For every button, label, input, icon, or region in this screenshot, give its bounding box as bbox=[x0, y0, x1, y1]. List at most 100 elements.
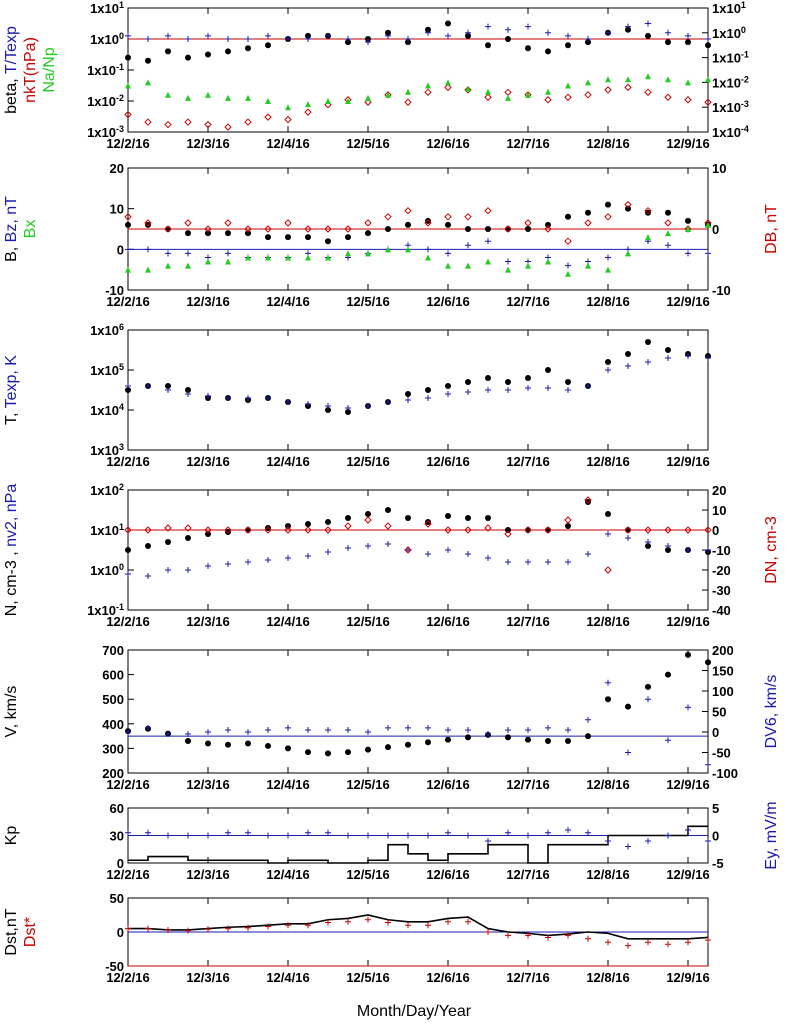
data-point bbox=[365, 729, 371, 735]
data-point bbox=[164, 120, 172, 129]
x-tick-label: 12/2/16 bbox=[106, 294, 149, 309]
data-point bbox=[665, 941, 671, 948]
data-point bbox=[665, 671, 671, 678]
x-tick-label: 12/8/16 bbox=[586, 867, 629, 882]
data-point bbox=[545, 29, 551, 36]
ylabel-part: Bx bbox=[22, 220, 39, 239]
x-tick-label: 12/6/16 bbox=[426, 136, 469, 151]
data-point bbox=[485, 555, 491, 561]
data-point bbox=[245, 740, 251, 747]
panel-1-ylabel: Na/Np bbox=[41, 47, 58, 92]
data-point bbox=[624, 83, 632, 92]
data-point bbox=[525, 726, 531, 733]
data-point bbox=[285, 36, 291, 42]
data-point bbox=[285, 555, 291, 561]
data-point bbox=[465, 726, 471, 733]
data-point bbox=[245, 729, 251, 735]
data-point bbox=[644, 526, 652, 534]
data-point bbox=[585, 499, 591, 505]
data-point bbox=[265, 32, 271, 39]
data-point bbox=[684, 96, 692, 104]
x-tick-label: 12/5/16 bbox=[346, 136, 389, 151]
data-point bbox=[305, 101, 311, 108]
data-point bbox=[425, 29, 431, 36]
y-tick-label: 1x102 bbox=[90, 482, 124, 498]
data-point bbox=[245, 829, 251, 836]
x-tick-label: 12/3/16 bbox=[186, 294, 229, 309]
x-tick-label: 12/7/16 bbox=[506, 454, 549, 469]
data-point bbox=[365, 832, 371, 839]
y-tick-label: 1x101 bbox=[90, 0, 124, 16]
data-point bbox=[145, 79, 151, 86]
data-point bbox=[465, 32, 471, 39]
panel-5-frame bbox=[127, 649, 709, 774]
data-point bbox=[205, 531, 211, 537]
data-point bbox=[164, 225, 172, 233]
data-point bbox=[705, 355, 711, 361]
y-tick-label: 300 bbox=[102, 741, 124, 756]
x-tick-label: 12/2/16 bbox=[106, 777, 149, 792]
data-point bbox=[285, 234, 291, 241]
data-point bbox=[625, 535, 631, 541]
data-point bbox=[245, 45, 251, 52]
data-point bbox=[545, 88, 551, 95]
ylabel-part: nkT(nPa) bbox=[22, 37, 39, 103]
data-point bbox=[285, 724, 291, 731]
data-point bbox=[545, 559, 551, 565]
data-point bbox=[605, 679, 611, 686]
x-tick-label: 12/3/16 bbox=[186, 777, 229, 792]
data-point bbox=[345, 39, 351, 46]
data-point bbox=[144, 526, 152, 534]
data-point bbox=[304, 526, 312, 534]
y-tick-label: 60 bbox=[110, 801, 124, 816]
x-tick-label: 12/5/16 bbox=[346, 294, 389, 309]
data-point bbox=[505, 932, 511, 939]
data-point bbox=[265, 557, 271, 563]
y-tick-label: 0 bbox=[117, 242, 124, 257]
data-point bbox=[205, 230, 211, 237]
data-point bbox=[684, 526, 692, 534]
data-point bbox=[525, 45, 531, 52]
data-point bbox=[624, 200, 632, 209]
data-point bbox=[505, 258, 511, 265]
data-point bbox=[224, 123, 232, 131]
data-point bbox=[445, 736, 451, 743]
data-point bbox=[564, 237, 572, 245]
data-point bbox=[304, 225, 312, 233]
series-line bbox=[128, 914, 709, 940]
x-tick-label: 12/6/16 bbox=[426, 454, 469, 469]
data-point bbox=[485, 515, 491, 521]
y-tick-label: 0 bbox=[117, 856, 124, 871]
data-point bbox=[345, 545, 351, 551]
y-tick-label: 1x103 bbox=[90, 442, 124, 458]
data-point bbox=[424, 219, 432, 227]
data-point bbox=[125, 729, 131, 735]
data-point bbox=[325, 254, 331, 261]
data-point bbox=[305, 32, 311, 39]
data-point bbox=[365, 230, 371, 237]
data-point bbox=[265, 395, 271, 401]
data-point bbox=[325, 238, 331, 245]
x-tick-label: 12/7/16 bbox=[506, 294, 549, 309]
data-point bbox=[445, 383, 451, 389]
data-point bbox=[445, 20, 451, 27]
data-point bbox=[285, 104, 291, 111]
data-point bbox=[245, 94, 251, 101]
data-point bbox=[244, 526, 252, 534]
data-point bbox=[225, 561, 231, 567]
data-point bbox=[645, 339, 651, 345]
data-point bbox=[185, 567, 191, 573]
data-point bbox=[405, 547, 411, 553]
data-point bbox=[365, 746, 371, 753]
data-point bbox=[485, 838, 491, 844]
x-tick-label: 12/3/16 bbox=[186, 970, 229, 985]
panel-5-y2label: DV6, km/s bbox=[763, 675, 780, 749]
data-point bbox=[205, 740, 211, 747]
data-point bbox=[165, 539, 171, 545]
panel-6-y2label: Ey, mV/m bbox=[763, 801, 780, 869]
data-point bbox=[205, 729, 211, 735]
y2-tick-label: 0 bbox=[712, 725, 719, 740]
data-point bbox=[625, 527, 631, 533]
data-point bbox=[425, 82, 431, 89]
data-point bbox=[625, 351, 631, 357]
